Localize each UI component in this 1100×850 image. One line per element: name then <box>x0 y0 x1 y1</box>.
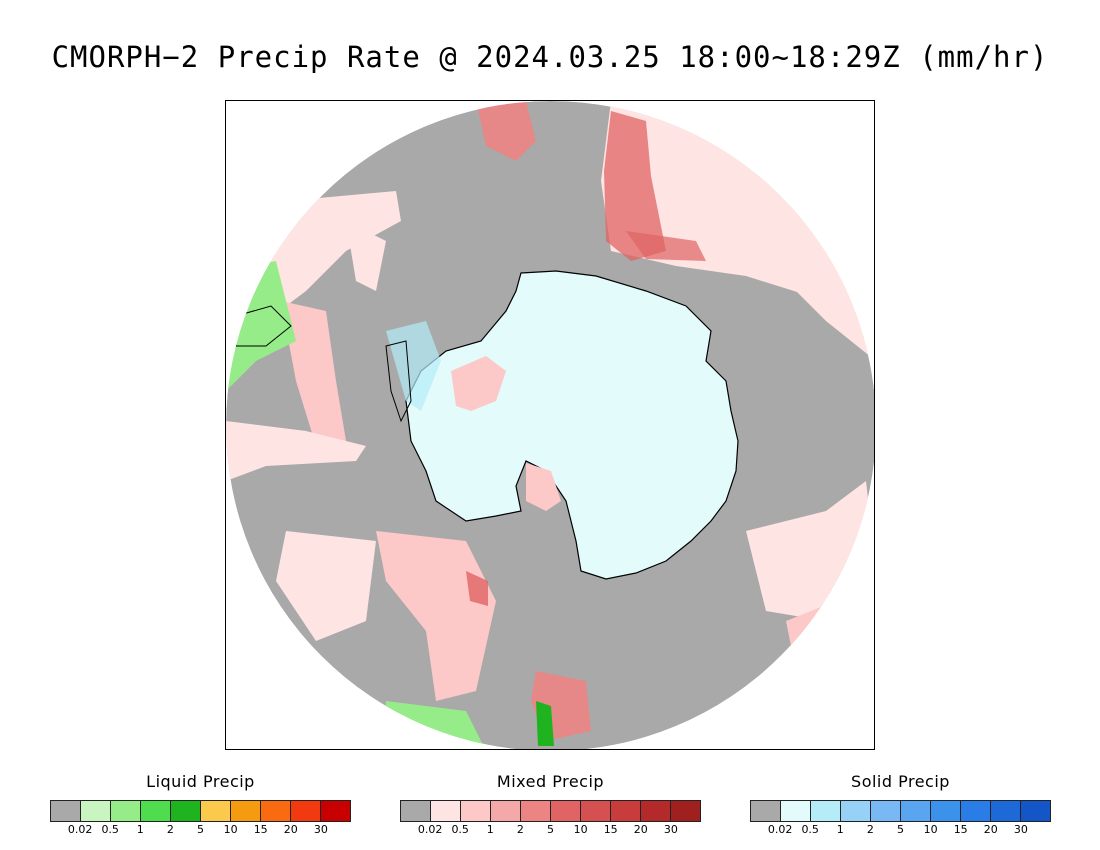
legend-tick-label: 20 <box>283 823 298 836</box>
tick-labels: 0.02 0.5 1 2 5 10 15 20 30 <box>50 823 351 837</box>
legend-swatch <box>321 801 350 821</box>
legend-tick-label: 0.02 <box>767 823 793 836</box>
legend-swatch <box>81 801 111 821</box>
color-scale <box>50 800 351 822</box>
legend-swatch <box>671 801 700 821</box>
legend-tick-label: 20 <box>983 823 998 836</box>
legend-tick-label: 10 <box>223 823 238 836</box>
legend-swatch <box>201 801 231 821</box>
legend-swatch <box>581 801 611 821</box>
legend-tick-label: 15 <box>253 823 268 836</box>
mixed-precip-band-west-2 <box>281 301 346 446</box>
legend-tick-label: 1 <box>136 823 144 836</box>
legend-swatch <box>431 801 461 821</box>
mixed-precip-core-northeast <box>626 231 706 261</box>
legend-swatch <box>521 801 551 821</box>
antarctic-peninsula-coast <box>385 340 412 423</box>
mixed-precip-legend: Mixed Precip 0.02 0.5 1 2 5 10 15 20 30 <box>400 772 701 837</box>
legend-tick-label: 2 <box>166 823 174 836</box>
legend-tick-label: 1 <box>486 823 494 836</box>
legend-title: Mixed Precip <box>496 772 605 791</box>
polar-map <box>225 100 875 750</box>
legend-swatch <box>141 801 171 821</box>
legend-swatch <box>171 801 201 821</box>
legend-tick-label: 5 <box>547 823 554 836</box>
legend-swatch <box>901 801 931 821</box>
legend-tick-label: 1 <box>836 823 844 836</box>
solid-precip-legend: Solid Precip 0.02 0.5 1 2 5 10 15 20 30 <box>750 772 1051 837</box>
legend-tick-label: 5 <box>197 823 204 836</box>
legend-title: Liquid Precip <box>146 772 255 791</box>
legend-swatch <box>611 801 641 821</box>
legend-tick-label: 20 <box>633 823 648 836</box>
legend-title: Solid Precip <box>851 772 950 791</box>
legend-tick-label: 30 <box>663 823 678 836</box>
legend-swatch <box>991 801 1021 821</box>
mixed-precip-top-blob <box>476 101 536 161</box>
legend-swatch <box>841 801 871 821</box>
legend-tick-label: 15 <box>953 823 968 836</box>
legend-tick-label: 10 <box>923 823 938 836</box>
mixed-precip-ice-shelf-south <box>526 463 561 511</box>
legend-swatch <box>551 801 581 821</box>
solid-precip-peninsula <box>386 321 441 411</box>
legend-tick-label: 10 <box>573 823 588 836</box>
legend-swatch <box>871 801 901 821</box>
legend-tick-label: 0.5 <box>101 823 119 836</box>
polar-map-svg <box>226 101 874 749</box>
mixed-precip-core-north <box>604 111 666 261</box>
liquid-precip-legend: Liquid Precip 0.02 0.5 1 2 5 10 15 20 30 <box>50 772 351 837</box>
color-scale <box>400 800 701 822</box>
legend-tick-label: 30 <box>313 823 328 836</box>
mixed-precip-ice-shelf-west <box>451 356 506 411</box>
legend-tick-label: 0.5 <box>451 823 469 836</box>
legend-swatch <box>461 801 491 821</box>
legend-swatch <box>401 801 431 821</box>
mixed-precip-band-south <box>376 531 496 701</box>
legend-swatch <box>811 801 841 821</box>
liquid-precip-core-south <box>536 701 554 746</box>
legend-swatch <box>751 801 781 821</box>
mixed-precip-patch-west <box>346 221 386 291</box>
mixed-precip-patch-southwest <box>276 531 376 641</box>
legend-tick-label: 2 <box>516 823 524 836</box>
legend-tick-label: 0.02 <box>67 823 93 836</box>
legend-tick-label: 0.02 <box>417 823 443 836</box>
legend-tick-label: 2 <box>866 823 874 836</box>
tick-labels: 0.02 0.5 1 2 5 10 15 20 30 <box>750 823 1051 837</box>
mixed-precip-core-south <box>466 571 488 606</box>
legend-swatch <box>111 801 141 821</box>
legend-tick-label: 0.5 <box>801 823 819 836</box>
chart-title: CMORPH−2 Precip Rate @ 2024.03.25 18:00~… <box>51 40 1049 74</box>
legend-swatch <box>931 801 961 821</box>
legend-tick-label: 30 <box>1013 823 1028 836</box>
legend-tick-label: 15 <box>603 823 618 836</box>
legend-swatch <box>51 801 81 821</box>
mixed-precip-band-southwest <box>226 421 366 481</box>
legend-swatch <box>491 801 521 821</box>
legend-swatch <box>961 801 991 821</box>
legend-swatch <box>781 801 811 821</box>
legend-swatch <box>261 801 291 821</box>
legend-swatch <box>231 801 261 821</box>
legend-swatch <box>1021 801 1050 821</box>
legend-tick-label: 5 <box>897 823 904 836</box>
color-scale <box>750 800 1051 822</box>
tick-labels: 0.02 0.5 1 2 5 10 15 20 30 <box>400 823 701 837</box>
legend-swatch <box>291 801 321 821</box>
legend-swatch <box>641 801 671 821</box>
